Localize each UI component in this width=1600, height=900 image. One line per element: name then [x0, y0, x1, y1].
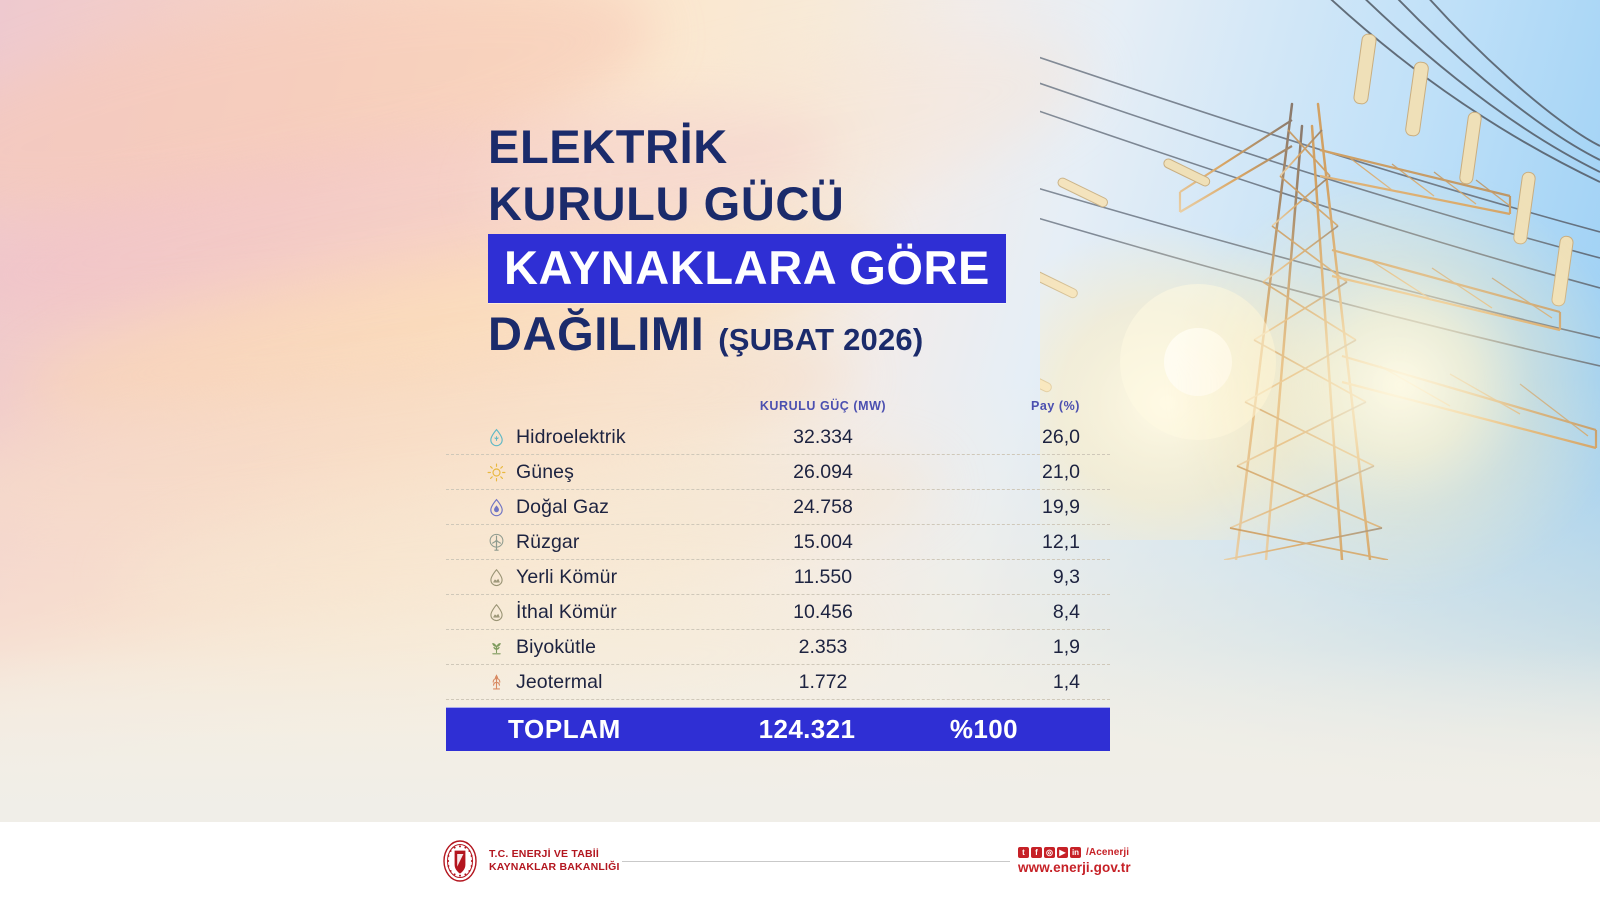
row-capacity: 26.094	[793, 460, 853, 483]
row-source-label: Rüzgar	[516, 530, 580, 553]
website-url[interactable]: www.enerji.gov.tr	[1018, 860, 1131, 875]
gas-flame-icon	[490, 498, 503, 516]
table-row: Güneş 26.094 21,0	[446, 455, 1110, 490]
header-capacity: KURULU GÜÇ (MW)	[759, 399, 887, 413]
row-source-cell: Rüzgar	[446, 531, 714, 554]
row-source-label: Jeotermal	[516, 670, 603, 693]
row-share: 8,4	[1052, 600, 1080, 623]
ministry-seal-icon	[443, 840, 477, 882]
wind-turbine-icon	[489, 533, 504, 551]
total-share: %100	[949, 713, 1018, 744]
page-title: ELEKTRİK KURULU GÜCÜ KAYNAKLARA GÖRE DAĞ…	[488, 118, 1108, 368]
row-source-label: İthal Kömür	[516, 600, 617, 623]
row-capacity: 2.353	[798, 635, 848, 658]
row-share: 1,9	[1052, 635, 1080, 658]
row-share: 21,0	[1042, 460, 1080, 483]
row-capacity: 1.772	[798, 670, 848, 693]
ministry-name: T.C. ENERJİ VE TABİİ KAYNAKLAR BAKANLIĞI	[489, 848, 620, 874]
youtube-icon[interactable]: ▶	[1057, 847, 1068, 858]
row-share: 12,1	[1042, 530, 1080, 553]
row-capacity: 15.004	[793, 530, 853, 553]
row-source-cell: Doğal Gaz	[446, 496, 714, 519]
title-line-4: DAĞILIMI	[488, 307, 705, 360]
title-line-4-wrap: DAĞILIMI (ŞUBAT 2026)	[488, 305, 1108, 368]
total-row: TOPLAM 124.321 %100	[446, 707, 1110, 751]
row-source-cell: Hidroelektrik	[446, 426, 714, 449]
social-block: t f ◎ ▶ in /Acenerji www.enerji.gov.tr	[1018, 847, 1131, 875]
row-source-label: Biyokütle	[516, 635, 597, 658]
row-share: 26,0	[1042, 425, 1080, 448]
row-source-label: Hidroelektrik	[516, 425, 626, 448]
water-drop-icon	[490, 428, 503, 446]
table-row: Biyokütle 2.353 1,9	[446, 630, 1110, 665]
table-row: Yerli Kömür 11.550 9,3	[446, 560, 1110, 595]
table-header-row: KURULU GÜÇ (MW) Pay (%)	[446, 392, 1110, 420]
row-capacity: 24.758	[793, 495, 853, 518]
twitter-icon[interactable]: t	[1018, 847, 1029, 858]
header-share: Pay (%)	[1030, 399, 1080, 413]
row-source-label: Güneş	[516, 460, 574, 483]
instagram-icon[interactable]: ◎	[1044, 847, 1055, 858]
capacity-table: KURULU GÜÇ (MW) Pay (%) Hidroelektrik 32…	[446, 392, 1110, 751]
row-source-cell: İthal Kömür	[446, 601, 714, 624]
table-row: Doğal Gaz 24.758 19,9	[446, 490, 1110, 525]
title-line-1: ELEKTRİK	[488, 120, 728, 173]
biomass-icon	[492, 642, 501, 654]
sun-glow	[1170, 170, 1600, 600]
row-source-cell: Yerli Kömür	[446, 566, 714, 589]
row-share: 19,9	[1042, 495, 1080, 518]
table-row: İthal Kömür 10.456 8,4	[446, 595, 1110, 630]
title-line-3-wrap: KAYNAKLARA GÖRE	[488, 234, 1108, 303]
row-source-cell: Biyokütle	[446, 636, 714, 659]
row-source-label: Yerli Kömür	[516, 565, 618, 588]
row-source-cell: Jeotermal	[446, 671, 714, 694]
row-share: 1,4	[1052, 670, 1080, 693]
row-source-label: Doğal Gaz	[516, 495, 610, 518]
linkedin-icon[interactable]: in	[1070, 847, 1081, 858]
ministry-line-1: T.C. ENERJİ VE TABİİ	[489, 848, 599, 860]
geothermal-icon	[492, 674, 501, 690]
coal-icon	[490, 568, 503, 586]
table-row: Hidroelektrik 32.334 26,0	[446, 420, 1110, 455]
table-row: Rüzgar 15.004 12,1	[446, 525, 1110, 560]
facebook-icon[interactable]: f	[1031, 847, 1042, 858]
title-line-2: KURULU GÜCÜ	[488, 177, 845, 230]
row-source-cell: Güneş	[446, 461, 714, 484]
ministry-line-2: KAYNAKLAR BAKANLIĞI	[489, 861, 620, 873]
coal-icon	[490, 603, 503, 621]
total-capacity: 124.321	[758, 713, 856, 744]
social-icon-row[interactable]: t f ◎ ▶ in /Acenerji	[1018, 847, 1131, 858]
social-handle[interactable]: /Acenerji	[1086, 847, 1130, 858]
title-line-3-highlight: KAYNAKLARA GÖRE	[488, 234, 1006, 303]
table-row: Jeotermal 1.772 1,4	[446, 665, 1110, 700]
row-capacity: 32.334	[793, 425, 853, 448]
title-period: (ŞUBAT 2026)	[718, 322, 924, 357]
footer-bar: T.C. ENERJİ VE TABİİ KAYNAKLAR BAKANLIĞI…	[0, 822, 1600, 900]
row-capacity: 10.456	[793, 600, 853, 623]
sun-icon	[487, 463, 506, 481]
row-capacity: 11.550	[793, 565, 853, 588]
footer-divider	[622, 861, 1010, 862]
ministry-brand: T.C. ENERJİ VE TABİİ KAYNAKLAR BAKANLIĞI	[440, 838, 620, 884]
total-label: TOPLAM	[508, 713, 621, 744]
row-share: 9,3	[1052, 565, 1080, 588]
